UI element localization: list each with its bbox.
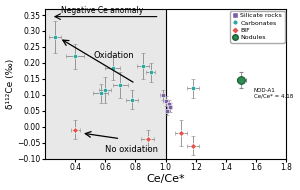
- X-axis label: Ce/Ce*: Ce/Ce*: [146, 174, 185, 184]
- Text: Negative Ce anomaly: Negative Ce anomaly: [61, 6, 143, 15]
- Text: NOD-A1
Ce/Ce* = 4.18: NOD-A1 Ce/Ce* = 4.18: [254, 88, 293, 99]
- Text: No oxidation: No oxidation: [105, 145, 158, 154]
- Legend: Silicate rocks, Carbonates, BIF, Nodules: Silicate rocks, Carbonates, BIF, Nodules: [230, 10, 285, 43]
- Y-axis label: δ¹¹²Ce (‰): δ¹¹²Ce (‰): [6, 59, 15, 109]
- Text: Oxidation: Oxidation: [93, 51, 134, 60]
- Bar: [45, 9, 166, 158]
